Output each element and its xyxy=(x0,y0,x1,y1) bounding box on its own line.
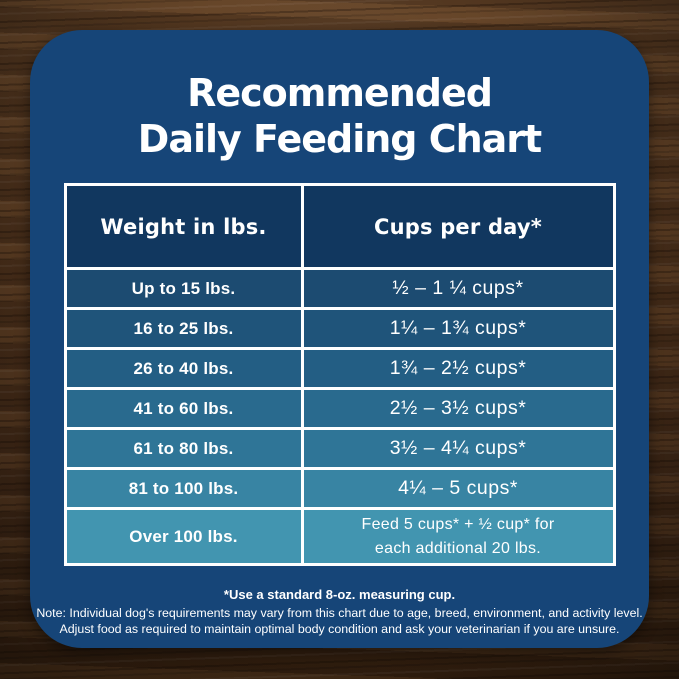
note-line-2: Adjust food as required to maintain opti… xyxy=(59,621,620,636)
table-row: 16 to 25 lbs. 1¼ – 1¾ cups* xyxy=(66,307,613,347)
table-row: 26 to 40 lbs. 1¾ – 2½ cups* xyxy=(66,347,613,387)
cups-cell-line2: each additional 20 lbs. xyxy=(374,539,542,557)
chart-title-line2: Daily Feeding Chart xyxy=(137,117,542,161)
cups-cell: Feed 5 cups* + ½ cup* for each additiona… xyxy=(304,510,613,563)
cups-cell-line1: Feed 5 cups* + ½ cup* for xyxy=(361,515,555,533)
weight-cell: 16 to 25 lbs. xyxy=(67,310,304,347)
chart-title: Recommended Daily Feeding Chart xyxy=(30,30,649,162)
table-row: Over 100 lbs. Feed 5 cups* + ½ cup* for … xyxy=(66,507,613,563)
table-row: 41 to 60 lbs. 2½ – 3½ cups* xyxy=(66,387,613,427)
table-row: 81 to 100 lbs. 4¼ – 5 cups* xyxy=(66,467,613,507)
cups-cell: 2½ – 3½ cups* xyxy=(389,397,527,419)
header-cell-cups: Cups per day* xyxy=(374,214,542,239)
cups-cell: 4¼ – 5 cups* xyxy=(398,477,518,499)
feeding-chart-card: Recommended Daily Feeding Chart Weight i… xyxy=(30,30,649,648)
note-line-1: Note: Individual dog's requirements may … xyxy=(36,606,643,620)
weight-cell: Up to 15 lbs. xyxy=(67,270,304,307)
weight-cell: 26 to 40 lbs. xyxy=(67,350,304,387)
table-row: 61 to 80 lbs. 3½ – 4¼ cups* xyxy=(66,427,613,467)
footnote-measuring-cup: *Use a standard 8-oz. measuring cup. xyxy=(223,587,456,602)
table-header-row: Weight in lbs. Cups per day* xyxy=(66,186,613,267)
cups-cell: 3½ – 4¼ cups* xyxy=(389,437,527,459)
cups-cell: 1¼ – 1¾ cups* xyxy=(389,317,527,339)
chart-title-line1: Recommended xyxy=(187,71,493,115)
weight-cell: 61 to 80 lbs. xyxy=(67,430,304,467)
weight-cell: 81 to 100 lbs. xyxy=(67,470,304,507)
weight-cell: 41 to 60 lbs. xyxy=(67,390,304,427)
cups-cell: ½ – 1 ¼ cups* xyxy=(392,277,524,299)
header-cell-weight: Weight in lbs. xyxy=(67,186,304,267)
cups-cell: 1¾ – 2½ cups* xyxy=(389,357,527,379)
weight-cell: Over 100 lbs. xyxy=(67,510,304,563)
table-row: Up to 15 lbs. ½ – 1 ¼ cups* xyxy=(66,267,613,307)
footnotes: *Use a standard 8-oz. measuring cup. Not… xyxy=(30,587,649,637)
feeding-table: Weight in lbs. Cups per day* Up to 15 lb… xyxy=(63,183,616,566)
